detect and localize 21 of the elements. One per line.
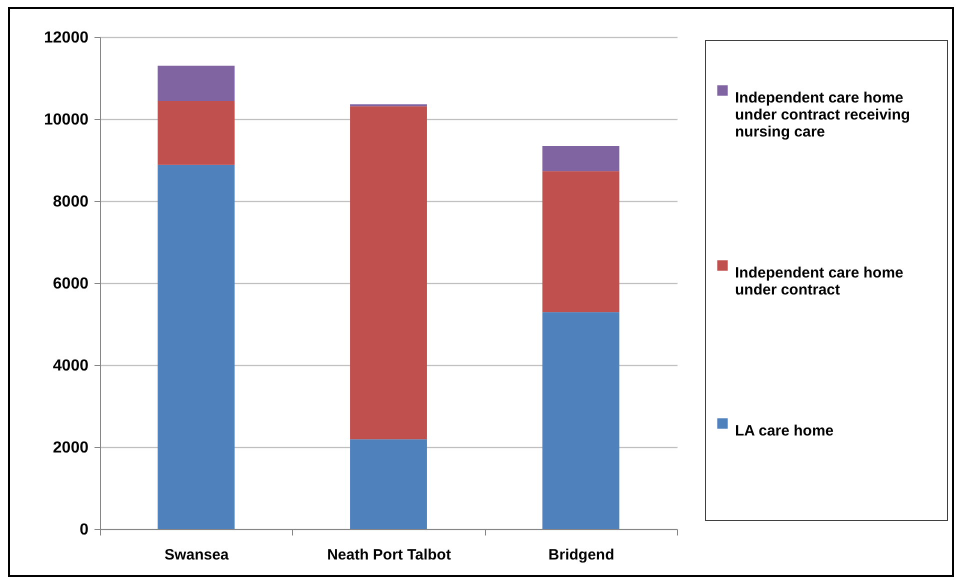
y-tick-label: 12000 <box>44 30 89 46</box>
bar <box>350 106 427 440</box>
y-tick-label: 4000 <box>52 358 89 374</box>
legend-label: Independent care home under contract receiving nursing care <box>735 90 910 140</box>
x-tick-label: Neath Port Talbot <box>327 546 451 564</box>
x-tick-label: Swansea <box>164 546 230 564</box>
y-tick-label: 0 <box>80 522 89 538</box>
bar <box>350 439 427 529</box>
bar <box>158 100 235 165</box>
bar <box>542 312 620 529</box>
y-tick-label: 2000 <box>52 440 89 456</box>
y-tick-label: 10000 <box>44 112 89 128</box>
legend-label: Independent care home under contract <box>735 264 904 298</box>
bar <box>542 146 620 172</box>
y-tick-label: 6000 <box>52 276 89 292</box>
x-tick-label: Bridgend <box>548 546 614 564</box>
bar <box>158 66 235 101</box>
y-tick-label: 8000 <box>52 194 89 210</box>
legend-label: LA care home <box>735 422 834 440</box>
bar <box>542 171 620 312</box>
bar <box>158 164 235 529</box>
